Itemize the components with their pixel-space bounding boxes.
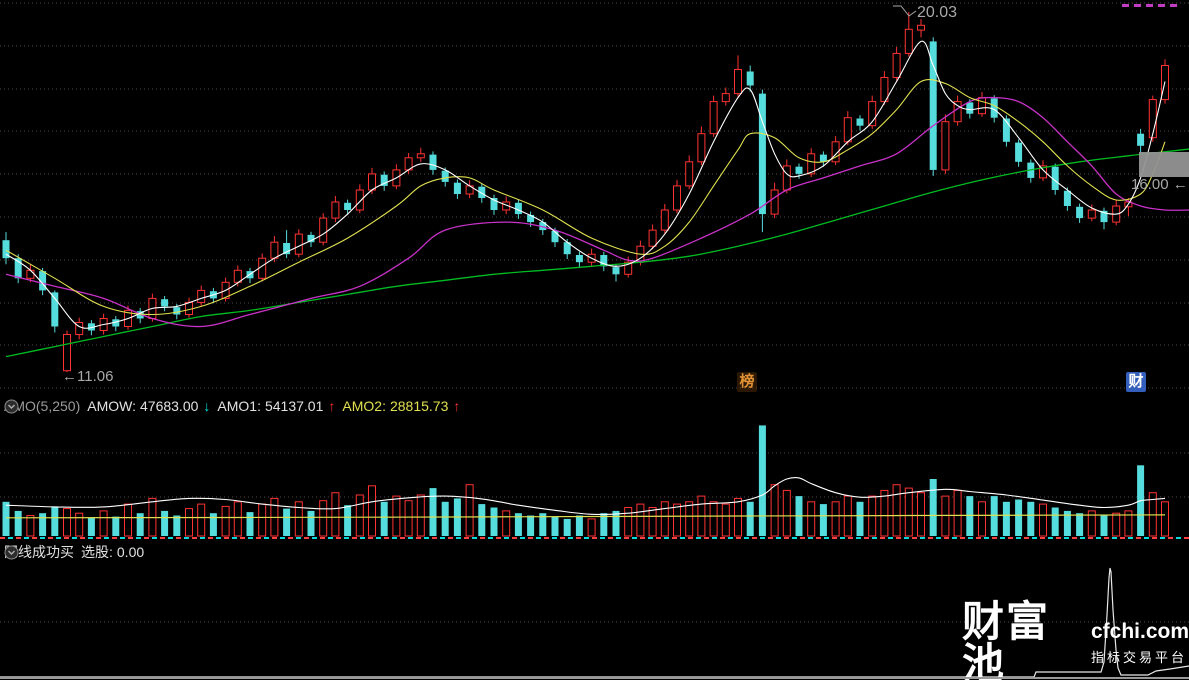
window-bottom-border (0, 677, 1189, 679)
magenta-dash (1134, 4, 1141, 7)
magenta-dash (1170, 4, 1177, 7)
watermark: 财富池 cfchi.com 指标交易平台 (962, 601, 1189, 680)
amo-bars (2, 425, 1169, 537)
ma-white-line (5, 40, 1166, 329)
magenta-dash (1146, 4, 1153, 7)
watermark-domain: cfchi.com (1090, 620, 1189, 644)
candles (2, 12, 1169, 373)
wealth-badge[interactable]: 财 (1126, 372, 1146, 392)
low-price-label: ←11.06 (62, 368, 114, 385)
amo2-line (5, 514, 1166, 519)
amo1-up-arrow-icon: ↑ (328, 398, 336, 414)
ma-green-line (5, 148, 1189, 358)
amow-field: AMOW: 47683.00 (87, 398, 199, 414)
amo1-line (5, 477, 1166, 516)
signal-pane[interactable] (0, 558, 1189, 680)
magenta-dash (1122, 4, 1129, 7)
pane-separator-dashed-line (0, 537, 1189, 539)
high-price-label: 20.03 (917, 4, 958, 21)
amo-panel-header: AMO(5,250) AMOW: 47683.00 ↓ AMO1: 54137.01… (4, 396, 460, 416)
magenta-dash (1158, 4, 1165, 7)
signal-panel-header: 阴线成功买 选股: 0.00 (4, 542, 144, 562)
signal-indicator-name: 阴线成功买 (4, 544, 74, 560)
ma-yellow-line (5, 78, 1166, 316)
ma-magenta-line (5, 96, 1189, 328)
collapse-chevron-icon[interactable] (4, 399, 19, 414)
price-chart-pane[interactable] (0, 0, 1189, 396)
amo1-field: AMO1: 54137.01 (217, 398, 324, 414)
crosshair-price-label: 16.00 ← (1131, 176, 1188, 193)
amo-volume-pane[interactable] (0, 419, 1189, 537)
rank-badge[interactable]: 榜 (737, 372, 757, 392)
collapse-chevron-icon[interactable] (4, 545, 19, 560)
amo2-up-arrow-icon: ↑ (453, 398, 461, 414)
high-pointer-line (893, 5, 917, 17)
crosshair-info-box (1139, 152, 1189, 177)
amo2-field: AMO2: 28815.73 (342, 398, 449, 414)
watermark-tagline: 指标交易平台 (1090, 649, 1187, 665)
signal-spike-line (0, 567, 1189, 678)
amo-indicator-name: AMO(5,250) (4, 398, 81, 414)
signal-field: 选股: 0.00 (81, 544, 145, 560)
watermark-brand: 财富池 (962, 598, 1051, 680)
amow-down-arrow-icon: ↓ (203, 398, 211, 414)
